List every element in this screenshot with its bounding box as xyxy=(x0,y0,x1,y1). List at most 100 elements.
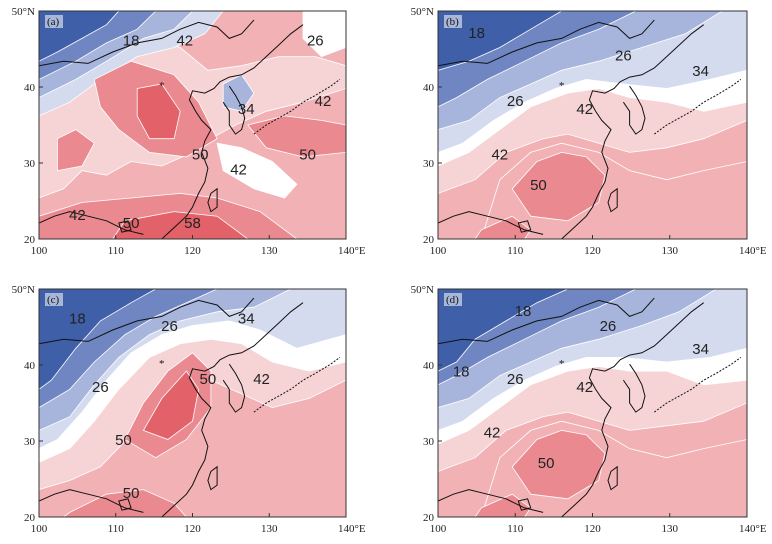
lat-tick-label: 30 xyxy=(24,436,36,448)
lat-tick-label: 50°N xyxy=(411,284,434,296)
contour-label: 42 xyxy=(491,146,508,163)
japan-coastline xyxy=(654,78,742,135)
contour-label: 18 xyxy=(123,32,140,49)
contour-field: 18 26 34 26 50 42 50 50 * xyxy=(39,289,346,517)
lat-tick-label: 20 xyxy=(423,512,435,524)
panel-tag: (b) xyxy=(446,16,459,28)
contour-label: 34 xyxy=(692,63,709,80)
contour-label: 26 xyxy=(307,32,324,49)
contour-band xyxy=(302,11,346,58)
contour-label: 50 xyxy=(192,146,209,163)
contour-band xyxy=(438,11,563,71)
taiwan-coastline xyxy=(607,187,618,213)
contour-label: 26 xyxy=(507,93,524,110)
japan-coastline xyxy=(253,356,341,413)
contour-label: 26 xyxy=(615,48,632,65)
lon-tick-label: 140°E xyxy=(739,523,767,535)
panel-tag: (c) xyxy=(47,294,60,306)
contour-field: 18 26 34 18 26 42 42 50 * xyxy=(438,289,747,517)
lon-tick-label: 130 xyxy=(261,523,278,535)
beijing-marker: * xyxy=(559,358,565,370)
southwest-border xyxy=(438,489,544,513)
japan-coastline xyxy=(253,78,341,135)
contour-band xyxy=(216,142,298,199)
contour-band xyxy=(62,489,187,517)
national-border xyxy=(438,19,655,67)
lon-tick-label: 100 xyxy=(430,523,447,535)
lon-tick-label: 140°E xyxy=(739,245,767,257)
lon-tick-label: 110 xyxy=(507,523,524,535)
panel-tag: (d) xyxy=(446,294,459,306)
lon-tick-label: 130 xyxy=(261,245,278,257)
contour-band xyxy=(142,370,200,440)
contour-field: 18 26 34 26 42 42 50 * xyxy=(438,11,747,239)
lon-tick-label: 110 xyxy=(108,523,125,535)
contour-label: 26 xyxy=(92,379,109,396)
contour-label: 34 xyxy=(692,341,709,358)
beijing-marker: * xyxy=(159,80,165,92)
contour-label: 42 xyxy=(484,424,501,441)
contour-label: 42 xyxy=(176,32,193,49)
contour-label: 18 xyxy=(453,364,470,381)
taiwan-coastline xyxy=(607,465,618,491)
contour-field: 18 42 26 34 42 50 42 50 42 50 58 * xyxy=(39,11,346,239)
southwest-border xyxy=(39,211,144,235)
japan-coastline xyxy=(654,356,742,413)
contour-band xyxy=(438,289,568,372)
contour-band xyxy=(112,211,249,239)
lat-tick-label: 30 xyxy=(24,158,36,170)
national-border xyxy=(39,19,255,67)
contour-band xyxy=(39,289,157,390)
coastline xyxy=(161,302,304,517)
lon-tick-label: 120 xyxy=(184,523,201,535)
contour-label: 42 xyxy=(69,207,86,224)
lon-tick-label: 100 xyxy=(31,245,48,257)
lon-tick-label: 130 xyxy=(662,245,679,257)
lon-tick-label: 110 xyxy=(507,245,524,257)
contour-label: 34 xyxy=(238,310,255,327)
lon-tick-label: 140°E xyxy=(338,523,366,535)
contour-band xyxy=(136,83,181,140)
taiwan-coastline xyxy=(207,465,218,491)
map-panel-b: 18 26 34 26 42 42 50 * (b) 100 110 120 130 140°E 20 30 4… xyxy=(411,6,767,257)
hainan-coastline xyxy=(517,498,532,511)
panel-tag-bg xyxy=(45,293,63,306)
lat-tick-label: 20 xyxy=(423,234,435,246)
contour-label: 50 xyxy=(530,177,547,194)
contour-label: 42 xyxy=(230,162,247,179)
contour-band xyxy=(247,115,346,158)
contour-label: 50 xyxy=(200,371,217,388)
contour-label: 50 xyxy=(123,485,140,502)
contour-band xyxy=(474,215,532,239)
lat-tick-label: 50°N xyxy=(12,284,35,296)
lat-tick-label: 50°N xyxy=(12,6,35,18)
lat-tick-label: 40 xyxy=(423,82,435,94)
contour-label: 50 xyxy=(115,432,132,449)
korea-coastline xyxy=(622,85,646,135)
southwest-border xyxy=(39,489,144,513)
lon-tick-label: 130 xyxy=(662,523,679,535)
lat-tick-label: 40 xyxy=(24,82,36,94)
taiwan-coastline xyxy=(207,187,218,213)
panel-tag-bg xyxy=(444,15,462,28)
coastline xyxy=(161,24,304,239)
contour-label: 34 xyxy=(238,101,255,118)
lon-tick-label: 100 xyxy=(31,523,48,535)
panel-tag-bg xyxy=(444,293,462,306)
coastline xyxy=(561,24,704,239)
contour-label: 50 xyxy=(123,215,140,232)
contour-label: 42 xyxy=(315,93,332,110)
korea-coastline xyxy=(622,363,646,413)
lat-tick-label: 30 xyxy=(423,436,435,448)
beijing-marker: * xyxy=(159,358,165,370)
contour-label: 26 xyxy=(161,318,178,335)
beijing-marker: * xyxy=(559,80,565,92)
map-panel-a: 18 42 26 34 42 50 42 50 42 50 58 * (a) 100 110 120 130 14… xyxy=(12,6,366,257)
contour-label: 26 xyxy=(507,371,524,388)
panel-tag-bg xyxy=(45,15,63,28)
contour-label: 42 xyxy=(576,101,593,118)
contour-band xyxy=(511,151,606,222)
contour-label: 18 xyxy=(69,310,86,327)
panel-tag: (a) xyxy=(47,16,60,28)
